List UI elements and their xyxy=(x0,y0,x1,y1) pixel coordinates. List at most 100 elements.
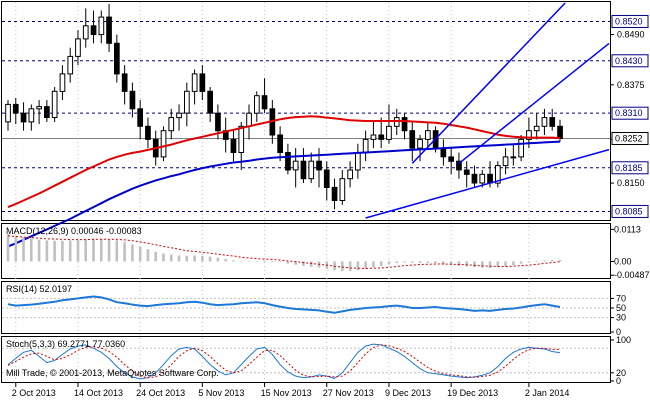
candle-down xyxy=(20,112,27,123)
price-level-tag-label: 0.8430 xyxy=(615,56,643,66)
price-level-tag xyxy=(611,204,649,218)
candle-up xyxy=(5,103,11,123)
macd-bar xyxy=(61,240,64,262)
trend-channel-line xyxy=(411,2,566,164)
macd-bar xyxy=(550,260,554,262)
candle-down xyxy=(331,186,338,201)
macd-bar xyxy=(208,256,212,262)
candle-down xyxy=(207,90,214,114)
candle-up xyxy=(75,38,81,57)
date-label: 27 Nov 2013 xyxy=(323,388,374,398)
candle-up xyxy=(370,134,377,140)
candle-up xyxy=(168,117,175,132)
macd-bar xyxy=(185,255,189,262)
rsi-tick-label: 0 xyxy=(616,327,621,337)
macd-title: MACD(12,26,9) 0.00046 -0.00083 xyxy=(6,226,142,236)
date-label: 15 Nov 2013 xyxy=(261,388,312,398)
candle-up xyxy=(98,16,105,36)
trend-channel-line xyxy=(365,148,610,219)
macd-bar xyxy=(201,255,204,262)
macd-bar xyxy=(294,261,297,265)
candle-up xyxy=(339,178,346,201)
macd-bar xyxy=(442,261,445,264)
macd-bar xyxy=(457,261,461,266)
macd-bar xyxy=(543,260,546,262)
candle-up xyxy=(160,130,167,158)
stoch-tick-label: 100 xyxy=(616,335,631,345)
stoch-k-line xyxy=(7,343,561,380)
macd-bar xyxy=(512,261,515,266)
macd-bar xyxy=(107,239,111,262)
candle-up xyxy=(191,73,198,92)
candle-up xyxy=(541,117,548,127)
macd-bar xyxy=(115,240,119,262)
candle-down xyxy=(277,134,283,153)
watermark: Mill Trade, © 2001-2013, MetaQuotes Soft… xyxy=(6,368,219,378)
macd-bar xyxy=(37,239,41,262)
candle-down xyxy=(145,125,151,140)
candle-up xyxy=(238,125,245,154)
rsi-title: RSI(14) 52.0197 xyxy=(6,284,72,294)
macd-bar xyxy=(504,261,507,267)
candle-up xyxy=(67,55,74,75)
candle-down xyxy=(215,112,221,132)
macd-bar xyxy=(53,240,56,262)
macd-bar xyxy=(465,261,468,267)
candle-down xyxy=(300,160,307,180)
candle-up xyxy=(362,138,369,153)
macd-bar xyxy=(418,261,422,264)
candle-down xyxy=(463,169,470,175)
candle-up xyxy=(495,165,501,184)
macd-bar xyxy=(558,260,562,262)
macd-bar xyxy=(84,239,87,262)
candle-down xyxy=(378,134,385,140)
macd-bar xyxy=(519,261,523,264)
stoch-tick-label: 0 xyxy=(616,376,621,386)
stoch-axis: 100 200 xyxy=(610,335,631,386)
macd-bar xyxy=(278,261,282,263)
candle-down xyxy=(114,42,120,75)
macd-bar xyxy=(138,246,142,262)
ma-slow-line xyxy=(7,140,561,248)
candle-down xyxy=(12,103,19,114)
candle-down xyxy=(557,125,563,140)
date-axis: 2 Oct 2013 14 Oct 2013 24 Oct 2013 5 Nov 20… xyxy=(12,383,570,398)
price-overlays xyxy=(7,2,610,248)
date-label: 2 Jan 2014 xyxy=(525,388,570,398)
macd-bar xyxy=(426,261,430,263)
macd-bar xyxy=(30,238,33,262)
ma-fast-line xyxy=(7,115,561,209)
price-level-tag-label: 0.8085 xyxy=(615,206,643,216)
macd-tick-label: 0.00 xyxy=(614,256,632,266)
price-level-tag xyxy=(611,161,649,175)
macd-bar xyxy=(247,261,251,262)
vertical-grid xyxy=(15,2,530,382)
price-level-tag-label: 0.8310 xyxy=(615,108,643,118)
rsi-indicator xyxy=(2,295,610,319)
macd-bar xyxy=(162,253,165,262)
macd-bar xyxy=(488,261,492,268)
candle-down xyxy=(261,95,268,110)
price-level-tag xyxy=(611,106,649,120)
candle-up xyxy=(518,138,524,158)
candle-up xyxy=(417,138,423,149)
candle-up xyxy=(184,90,190,114)
candle-down xyxy=(316,160,322,171)
candle-down xyxy=(121,73,128,92)
price-pane xyxy=(1,1,611,221)
macd-bar xyxy=(379,261,383,267)
date-label: 5 Nov 2013 xyxy=(198,388,244,398)
stoch-indicator xyxy=(2,343,610,380)
candle-down xyxy=(549,117,556,127)
date-label: 9 Dec 2013 xyxy=(385,388,431,398)
candle-up xyxy=(510,156,517,159)
macd-bar xyxy=(496,261,500,268)
macd-bar xyxy=(68,240,72,262)
macd-bar xyxy=(92,238,95,262)
macd-tick-label: -0.00487 xyxy=(614,270,650,280)
candle-up xyxy=(176,112,182,119)
macd-bar xyxy=(123,242,126,262)
candle-down xyxy=(199,73,206,92)
macd-bar xyxy=(535,261,538,262)
